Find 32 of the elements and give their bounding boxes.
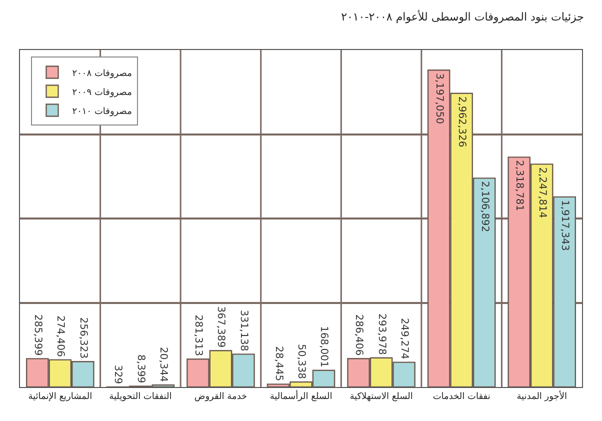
data-label: 331,138 (238, 310, 249, 352)
data-label: 3,197,050 (433, 73, 444, 124)
data-label: 249,274 (398, 318, 410, 360)
data-label: 281,313 (192, 314, 204, 356)
chart-title: جزئيات بنود المصروفات الوسطى للأعوام ٢٠٠٨-٢٠١٠ (341, 9, 584, 24)
data-label: 329 (112, 364, 124, 384)
data-label: 367,389 (215, 306, 226, 348)
x-tick-label: السلع الرأسمالية (270, 390, 332, 402)
x-tick-label: المشاريع الإنمائية (28, 392, 92, 402)
data-label: 274,406 (54, 315, 66, 357)
x-tick-label: النفقات التحويلية (109, 392, 172, 402)
legend-label: مصروفات ٢٠١٠ (72, 106, 132, 117)
data-label: 20,344 (158, 346, 169, 382)
data-label: 28,445 (272, 346, 284, 382)
data-label: 1,917,343 (559, 200, 570, 251)
x-tick-label: خدمة القروض (194, 392, 248, 402)
x-tick-label: السلع الاستهلاكية (350, 392, 413, 402)
legend-label: مصروفات ٢٠٠٨ (72, 68, 132, 79)
data-label: 168,001 (318, 326, 330, 368)
x-tick-label: الأجور المدنية (516, 390, 567, 402)
data-label: 286,406 (353, 314, 364, 356)
x-tick-label: نفقات الخدمات (432, 392, 490, 402)
data-label: 256,323 (77, 317, 88, 359)
data-label: 2,106,892 (478, 181, 490, 232)
data-label: 2,318,781 (514, 160, 525, 212)
data-label: 8,399 (134, 354, 146, 384)
data-label: 285,399 (32, 314, 43, 356)
data-label: 2,962,326 (456, 96, 468, 148)
data-label: 293,978 (376, 314, 387, 355)
legend-label: مصروفات ٢٠٠٩ (72, 88, 132, 98)
data-label: 50,338 (296, 344, 306, 380)
data-label: 2,247,814 (536, 167, 548, 218)
